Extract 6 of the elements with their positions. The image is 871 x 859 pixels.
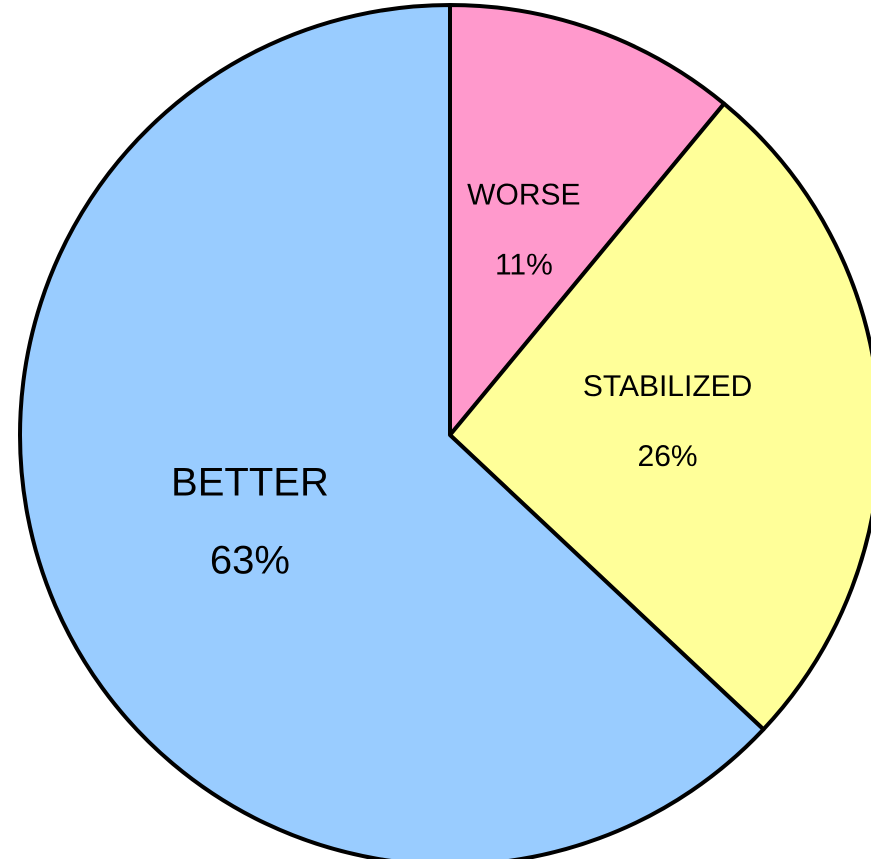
- slice-label: STABILIZED: [582, 370, 752, 403]
- slice-label: WORSE: [467, 178, 581, 212]
- slice-label: BETTER: [171, 460, 329, 505]
- data-label: 26%: [638, 440, 698, 473]
- data-label: 63%: [210, 538, 290, 583]
- data-label: 11%: [494, 248, 553, 282]
